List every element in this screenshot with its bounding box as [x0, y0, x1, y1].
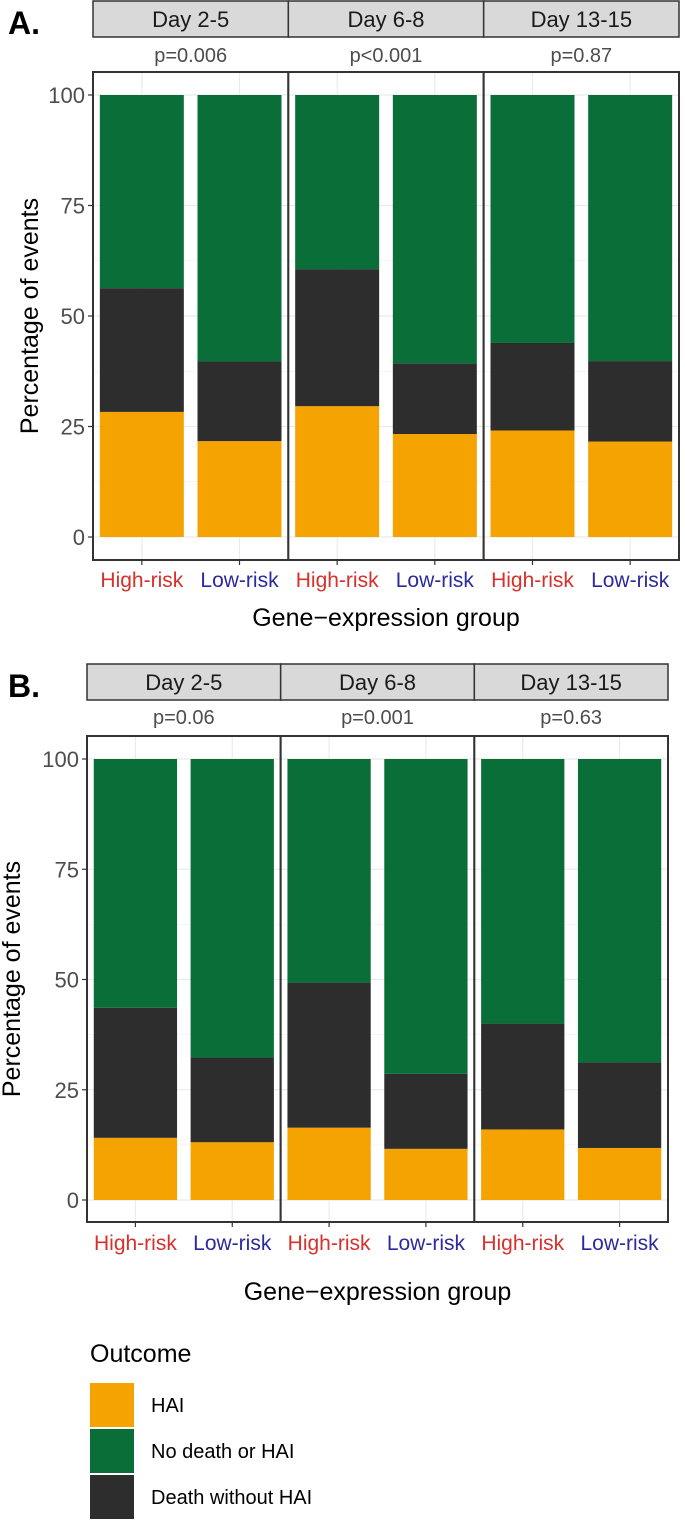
- panel-b-bar-day-13-15-high-risk-no-death-or-hai: [481, 759, 565, 1024]
- panel-a-strip-day-13-15: [482, 0, 680, 38]
- panel-a-xtick-day-2-5-low-risk: Low-risk: [200, 569, 279, 592]
- panel-a-strip-label-day-6-8: Day 6-8: [347, 7, 424, 32]
- panel-b-label: B.: [8, 668, 40, 704]
- panel-b-bar-day-2-5-high-risk-hai: [93, 1137, 178, 1200]
- panel-a-chart: A. 0 25 50 75 100 Percentage of events Day 2-5 p…: [8, 0, 680, 632]
- panel-a-bar-day-2-5-low-risk-hai: [197, 441, 282, 537]
- panel-b-bar-day-2-5-low-risk-no-death-or-hai: [190, 759, 274, 1058]
- panel-b-strip-day-13-15: [473, 663, 669, 701]
- panel-b-xtick-day-6-8-high-risk: High-risk: [288, 1232, 371, 1255]
- panel-a-bar-day-2-5-high-risk-no-death-or-hai: [99, 95, 184, 289]
- panel-a-bar-day-13-15-high-risk-no-death-or-hai: [490, 95, 575, 343]
- panel-a-facet-border-day-13-15: [482, 71, 680, 561]
- panel-b-ytick-100: 100: [42, 747, 79, 772]
- panel-b-chart: B. 0 25 50 75 100 Percentage of events Day 2-5 p…: [0, 663, 670, 1306]
- panel-b-bar-day-13-15-low-risk-hai: [577, 1147, 662, 1200]
- panel-b-bar-day-6-8-low-risk-no-death-or-hai: [384, 759, 468, 1074]
- panel-b-xlabel: Gene−expression group: [244, 1278, 512, 1306]
- panel-b-strip-label-day-13-15: Day 13-15: [520, 670, 622, 695]
- panel-a-strip-label-day-13-15: Day 13-15: [531, 7, 633, 32]
- panel-a-label: A.: [8, 5, 40, 41]
- legend-swatch-no-death: [90, 1429, 134, 1473]
- panel-a-pvalue-day-2-5: p=0.006: [154, 45, 227, 67]
- panel-b-bar-day-6-8-high-risk-hai: [287, 1127, 371, 1200]
- panel-b-strip-day-2-5: [86, 663, 282, 701]
- panel-b-pvalue-day-6-8: p=0.001: [341, 707, 414, 729]
- panel-a-bar-day-2-5-high-risk-hai: [99, 411, 184, 537]
- panel-b-bar-day-6-8-low-risk-hai: [384, 1148, 468, 1200]
- panel-b-ytick-75: 75: [55, 857, 79, 882]
- panel-b-ytick-0: 0: [67, 1188, 79, 1213]
- legend-swatch-death: [90, 1475, 134, 1519]
- panel-b-ylabel: Percentage of events: [0, 861, 26, 1097]
- panel-b-xtick-day-13-15-high-risk: High-risk: [481, 1232, 564, 1255]
- panel-b-bar-day-2-5-high-risk-death-without-hai: [93, 1007, 178, 1138]
- panel-b-pvalue-day-2-5: p=0.06: [153, 707, 215, 729]
- panel-a-bar-day-6-8-high-risk-death-without-hai: [295, 269, 380, 407]
- panel-b-bar-day-13-15-low-risk-death-without-hai: [577, 1062, 662, 1148]
- panel-a-bar-day-6-8-low-risk-death-without-hai: [392, 363, 477, 435]
- panel-b-bar-day-6-8-high-risk-death-without-hai: [287, 982, 371, 1128]
- panel-a-bar-day-13-15-high-risk-death-without-hai: [490, 342, 575, 431]
- panel-b-xtick-day-2-5-high-risk: High-risk: [94, 1232, 177, 1255]
- legend: Outcome HAI No death or HAI Death withou…: [90, 1340, 312, 1519]
- panel-b-bar-day-6-8-high-risk-no-death-or-hai: [287, 759, 371, 983]
- panel-a-bar-day-2-5-low-risk-no-death-or-hai: [197, 95, 282, 362]
- legend-label-no-death: No death or HAI: [151, 1441, 294, 1463]
- panel-a-pvalue-day-6-8: p<0.001: [350, 45, 423, 67]
- panel-a-ytick-0: 0: [73, 525, 85, 550]
- panel-b-xtick-day-2-5-low-risk: Low-risk: [193, 1232, 272, 1255]
- panel-a-ytick-25: 25: [61, 415, 85, 440]
- legend-title: Outcome: [90, 1340, 191, 1368]
- panel-b-ytick-50: 50: [55, 968, 79, 993]
- panel-b-facet-border-day-13-15: [473, 735, 670, 1223]
- panel-b-strip-label-day-2-5: Day 2-5: [145, 670, 222, 695]
- panel-a-xtick-day-6-8-high-risk: High-risk: [296, 569, 379, 592]
- panel-a-xtick-day-6-8-low-risk: Low-risk: [396, 569, 475, 592]
- legend-swatch-hai: [90, 1383, 134, 1427]
- panel-b-pvalue-day-13-15: p=0.63: [540, 707, 602, 729]
- panel-a-bar-day-13-15-low-risk-death-without-hai: [588, 361, 673, 442]
- panel-a-bar-day-6-8-high-risk-no-death-or-hai: [295, 95, 380, 270]
- panel-a-bar-day-6-8-high-risk-hai: [295, 406, 380, 537]
- legend-label-hai: HAI: [151, 1395, 184, 1417]
- panel-a-bar-day-2-5-high-risk-death-without-hai: [99, 288, 184, 412]
- panel-b-bar-day-13-15-low-risk-no-death-or-hai: [577, 759, 662, 1063]
- panel-b-xtick-day-6-8-low-risk: Low-risk: [387, 1232, 466, 1255]
- panel-a-xtick-day-13-15-high-risk: High-risk: [491, 569, 574, 592]
- panel-a-bar-day-13-15-low-risk-hai: [588, 441, 673, 537]
- panel-a-bar-day-13-15-low-risk-no-death-or-hai: [588, 95, 673, 362]
- legend-label-death: Death without HAI: [151, 1487, 312, 1509]
- panel-a-bar-day-2-5-low-risk-death-without-hai: [197, 361, 282, 442]
- panel-a-ytick-75: 75: [61, 194, 85, 219]
- panel-b-bar-day-2-5-low-risk-hai: [190, 1142, 274, 1200]
- panel-a-bar-day-6-8-low-risk-no-death-or-hai: [392, 95, 477, 364]
- panel-b-bar-day-13-15-high-risk-death-without-hai: [481, 1023, 565, 1130]
- panel-b-bar-day-2-5-low-risk-death-without-hai: [190, 1057, 274, 1143]
- panel-b-strip-label-day-6-8: Day 6-8: [339, 670, 416, 695]
- panel-a-strip-day-2-5: [92, 0, 290, 38]
- panel-b-xtick-day-13-15-low-risk: Low-risk: [580, 1232, 659, 1255]
- panel-a-xtick-day-2-5-high-risk: High-risk: [100, 569, 183, 592]
- panel-a-ytick-100: 100: [48, 83, 85, 108]
- panel-b-ytick-25: 25: [55, 1078, 79, 1103]
- panel-a-strip-label-day-2-5: Day 2-5: [152, 7, 229, 32]
- panel-a-ytick-50: 50: [61, 304, 85, 329]
- panel-a-ylabel: Percentage of events: [16, 198, 44, 434]
- panel-a-xtick-day-13-15-low-risk: Low-risk: [591, 569, 670, 592]
- panel-a-bar-day-6-8-low-risk-hai: [392, 434, 477, 537]
- panel-a-strip-day-6-8: [287, 0, 485, 38]
- panel-a-bar-day-13-15-high-risk-hai: [490, 430, 575, 537]
- panel-b-bar-day-6-8-low-risk-death-without-hai: [384, 1073, 468, 1149]
- panel-b-bar-day-13-15-high-risk-hai: [481, 1129, 565, 1200]
- panel-a-pvalue-day-13-15: p=0.87: [550, 45, 612, 67]
- panel-a-xlabel: Gene−expression group: [252, 604, 520, 632]
- panel-b-bar-day-2-5-high-risk-no-death-or-hai: [93, 759, 178, 1008]
